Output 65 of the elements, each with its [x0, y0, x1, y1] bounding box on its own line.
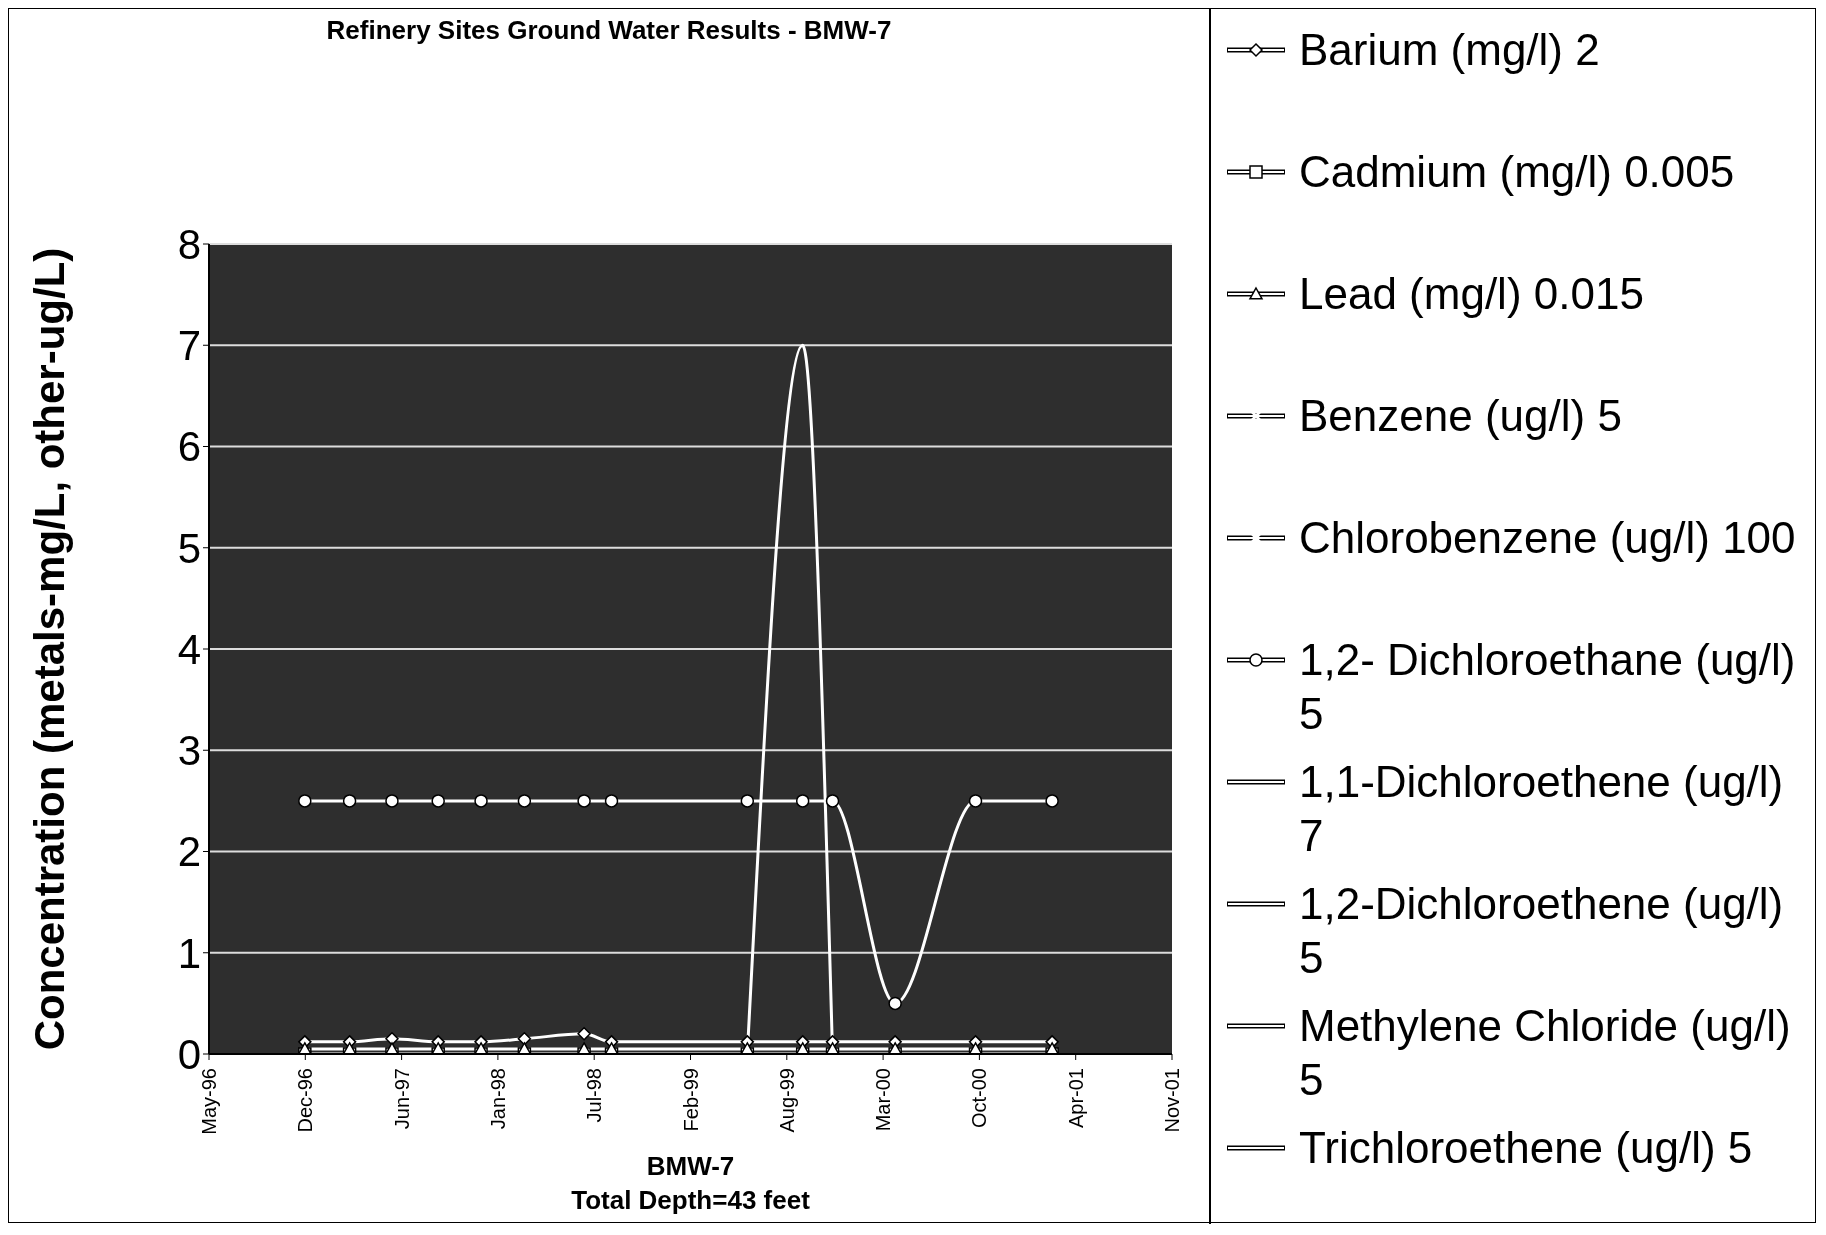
y-tick-label: 1 [177, 929, 201, 977]
chart-title: Refinery Sites Ground Water Results - BMW-7 [325, 15, 893, 46]
legend-label: Chlorobenzene (ug/l) 100 [1299, 512, 1797, 564]
x-tick-label: May-96 [198, 1068, 220, 1135]
point [795, 1042, 810, 1054]
legend-label: Barium (mg/l) 2 [1299, 24, 1601, 76]
point [888, 1042, 902, 1054]
point [431, 794, 445, 808]
point [604, 794, 619, 808]
point [577, 1027, 591, 1041]
point [385, 1042, 399, 1054]
point [888, 996, 902, 1011]
y-tick-label: 0 [177, 1030, 201, 1078]
point [577, 1042, 591, 1054]
x-tick-label: Jan-98 [486, 1068, 509, 1130]
legend-label: Cadmium (mg/l) 0.005 [1299, 146, 1736, 198]
legend-label: 1,2- Dichloroethane (ug/l) 5 [1299, 634, 1797, 740]
legend-label: Trichloroethene (ug/l) 5 [1299, 1122, 1754, 1174]
point [385, 1032, 399, 1046]
point [825, 794, 840, 808]
point [342, 794, 357, 808]
point [968, 794, 983, 808]
point [1045, 794, 1059, 808]
point [740, 794, 755, 808]
y-tick-label: 2 [177, 828, 201, 876]
y-tick-label: 8 [177, 220, 201, 268]
x-tick-label: Nov-01 [1161, 1068, 1183, 1133]
point [795, 794, 810, 808]
point [604, 1042, 619, 1054]
point [431, 1042, 445, 1054]
point [517, 1042, 532, 1054]
point [474, 794, 488, 808]
legend-label: Methylene Chloride (ug/l) 5 [1299, 1000, 1792, 1106]
x-tick-label: Mar-00 [872, 1068, 895, 1132]
x-axis-title: BMW-7 [645, 1150, 736, 1183]
x-tick-label: Jun-97 [390, 1068, 413, 1130]
x-tick-label: Dec-96 [294, 1068, 317, 1133]
y-tick-label: 7 [177, 322, 201, 370]
point [298, 1042, 312, 1054]
legend-label: Benzene (ug/l) 5 [1299, 390, 1623, 442]
legend-label: 1,1-Dichloroethene (ug/l) 7 [1299, 756, 1785, 862]
text: Total Depth=43 feet [570, 1184, 811, 1217]
point [577, 794, 591, 808]
x-tick-label: Oct-00 [968, 1068, 991, 1129]
point [825, 1042, 840, 1054]
y-tick-label: 3 [177, 727, 201, 775]
y-axis-title: Concentration (metals-mg/L, other-ug/L) [25, 247, 73, 1051]
x-tick-label: Apr-01 [1064, 1068, 1087, 1129]
point [298, 794, 312, 808]
legend-label: Lead (mg/l) 0.015 [1299, 268, 1645, 320]
point [385, 794, 399, 808]
y-tick-label: 6 [177, 423, 201, 471]
x-tick-label: Jul-98 [583, 1068, 606, 1123]
y-tick-label: 5 [177, 524, 201, 572]
point [342, 1042, 357, 1054]
point [474, 1042, 488, 1054]
point [517, 1032, 532, 1046]
y-tick-label: 4 [177, 625, 201, 673]
point [740, 1042, 755, 1054]
legend-label: 1,2-Dichloroethene (ug/l) 5 [1299, 878, 1785, 984]
point [517, 794, 532, 808]
x-tick-label: Aug-99 [775, 1068, 798, 1133]
point [968, 1042, 983, 1054]
point [1045, 1042, 1059, 1054]
x-tick-label: Feb-99 [679, 1068, 702, 1132]
